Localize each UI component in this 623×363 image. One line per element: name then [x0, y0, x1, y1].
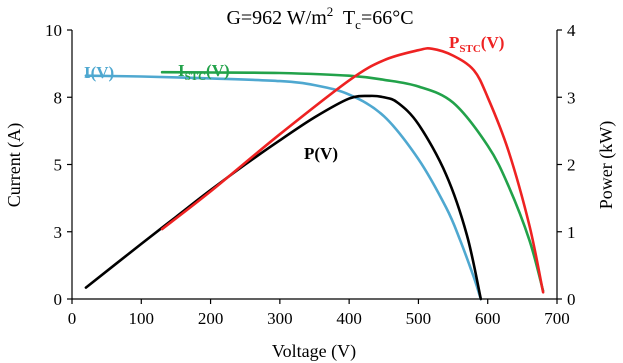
y-left-tick-label: 5 — [54, 156, 63, 175]
x-tick-label: 600 — [475, 309, 501, 328]
series-istc-curve — [160, 70, 545, 293]
y-right-tick-label: 1 — [567, 223, 576, 242]
x-axis-title: Voltage (V) — [272, 341, 356, 362]
y-left-tick-label: 8 — [54, 88, 63, 107]
y-left-tick-label: 3 — [54, 223, 63, 242]
curves-layer — [84, 47, 545, 301]
x-tick-label: 400 — [336, 309, 362, 328]
y-axis-left-title: Current (A) — [4, 123, 25, 207]
chart-title: G=962 W/m2 Tc=66°C — [226, 4, 413, 32]
x-tick-label: 500 — [406, 309, 432, 328]
y-right-tick-label: 3 — [567, 88, 576, 107]
series-label-i: I(V) — [84, 63, 114, 82]
x-tick-label: 0 — [68, 309, 77, 328]
y-left-tick-label: 10 — [45, 21, 62, 40]
y-left-tick-label: 0 — [54, 290, 63, 309]
series-label-istc: ISTC(V) — [178, 61, 230, 83]
x-tick-label: 200 — [198, 309, 224, 328]
series-i-curve — [84, 74, 483, 301]
y-right-tick-label: 2 — [567, 156, 576, 175]
x-tick-label: 100 — [129, 309, 155, 328]
y-axis-right-title: Power (kW) — [596, 121, 617, 209]
series-p-curve — [84, 94, 483, 301]
series-label-pstc: PSTC(V) — [449, 33, 504, 55]
x-tick-label: 700 — [544, 309, 570, 328]
series-pstc-curve — [160, 47, 545, 294]
y-right-tick-label: 0 — [567, 290, 576, 309]
series-label-p: P(V) — [304, 144, 338, 163]
y-right-tick-label: 4 — [567, 21, 576, 40]
x-tick-label: 300 — [267, 309, 293, 328]
